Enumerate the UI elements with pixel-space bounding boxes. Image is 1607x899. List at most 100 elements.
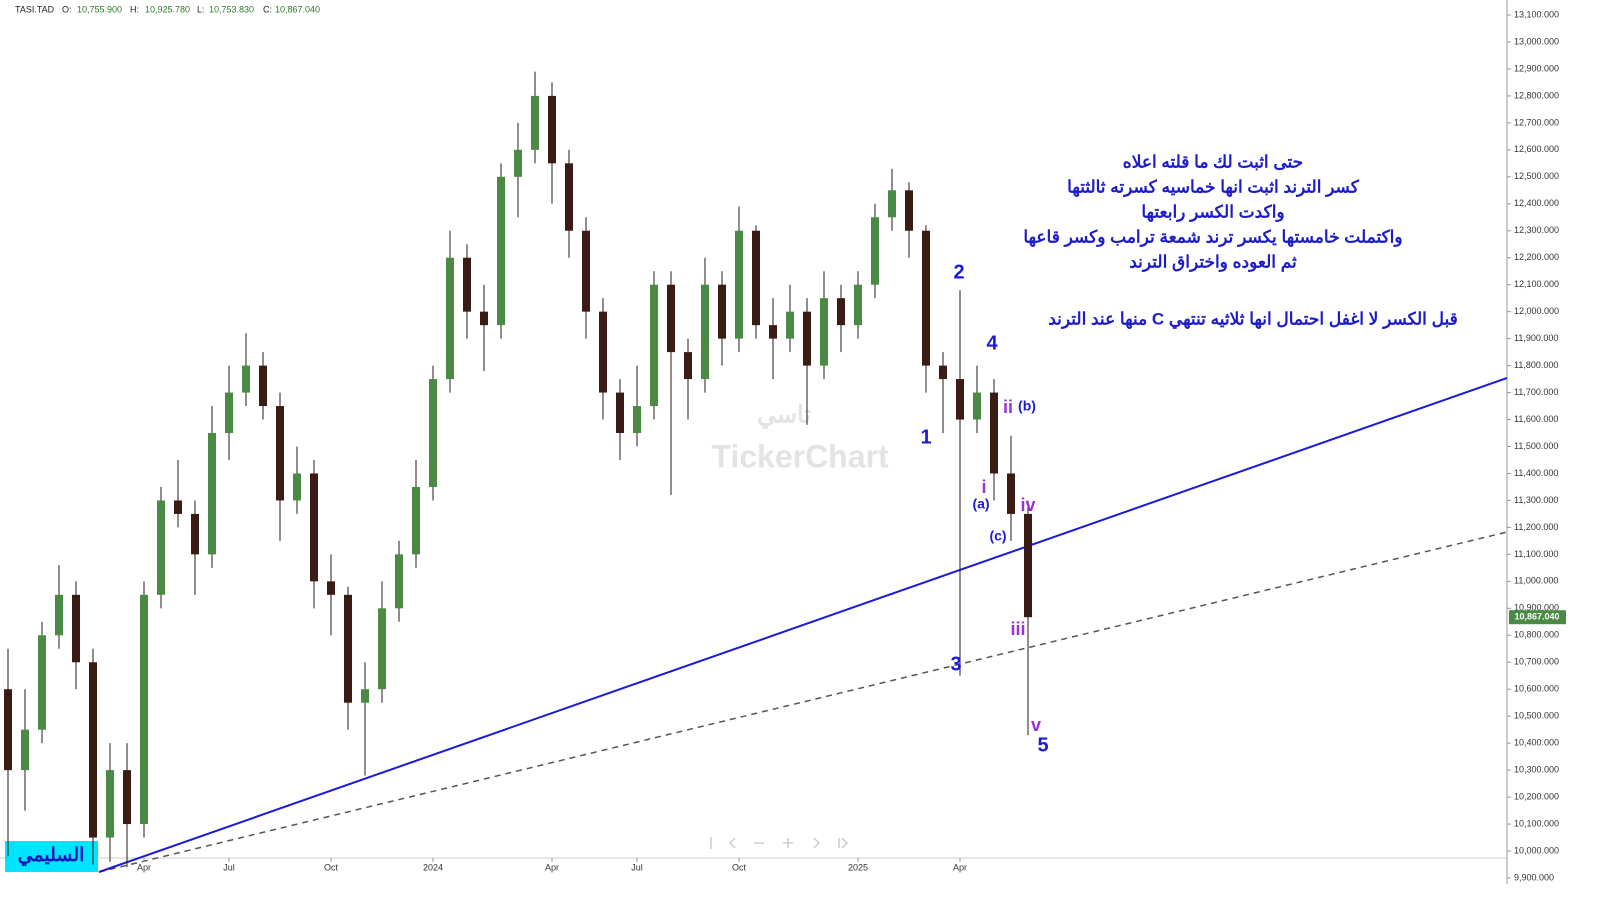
watermark: تاسي [757,401,811,429]
wave-label: 2 [953,261,964,283]
x-tick-label: Oct [324,862,339,872]
y-tick-label: 11,200.000 [1514,522,1558,532]
candle-body [276,406,284,501]
candle-body [4,689,12,771]
candle-body [412,486,420,555]
toolbar[interactable] [710,837,849,849]
y-tick-label: 10,000.000 [1514,845,1559,855]
wave-label: i [981,477,986,497]
y-tick-label: 10,100.000 [1514,818,1559,828]
watermark: TickerChart [711,438,889,474]
candle-body [956,379,964,420]
candle-body [531,95,539,150]
candle-body [565,163,573,231]
wave-label: 5 [1037,734,1048,756]
y-tick-label: 12,100.000 [1514,279,1559,289]
candle-body [429,379,437,487]
candle-body [582,230,590,312]
y-tick-label: 10,300.000 [1514,765,1559,775]
candle-body [344,594,352,703]
x-tick-label: Apr [953,862,967,872]
wave-label: iii [1010,619,1025,639]
candle-body [38,635,46,730]
y-tick-label: 11,800.000 [1514,360,1558,370]
wave-label: iv [1020,495,1035,515]
wave-label: 4 [986,332,998,354]
author: السليمي [18,845,85,867]
y-tick-label: 13,000.000 [1514,36,1559,46]
candle-body [718,284,726,339]
y-tick-label: 10,400.000 [1514,738,1559,748]
candle-body [1024,513,1032,618]
candle-body [990,392,998,474]
wave-label: (a) [972,496,989,512]
x-tick-label: 2024 [423,862,443,872]
candle-body [922,230,930,366]
candle-body [293,473,301,501]
candle-body [361,689,369,703]
annotation: حتى اثبت لك ما قلته اعلاه [1123,152,1303,171]
candle-body [497,176,505,326]
wave-label: v [1031,715,1041,735]
last-price-label: 10,867.040 [1514,612,1559,622]
zoom-in[interactable] [783,838,793,848]
scroll-left[interactable] [728,837,736,849]
candle-body [208,433,216,555]
candle-body [1007,473,1015,514]
annotation: واكتملت خامستها يكسر ترند شمعة ترامب وكس… [1023,227,1402,247]
ohlc-value: 10,925.780 [145,4,190,14]
trendline [98,377,1508,873]
x-tick-label: Apr [137,862,151,872]
symbol: TASI.TAD [15,4,55,14]
candle-body [514,149,522,177]
candle-body [480,311,488,326]
candle-body [174,500,182,514]
author-box [5,841,98,872]
candle-body [667,284,675,353]
candle-body [684,352,692,380]
candle-body [854,284,862,326]
x-tick-label: Oct [732,862,747,872]
ohlc-label: O: [62,4,72,14]
wave-label: ii [1003,397,1013,417]
y-tick-label: 11,900.000 [1514,333,1558,343]
annotation: قبل الكسر لا اغفل احتمال انها ثلاثيه تنت… [1048,309,1458,329]
y-tick-label: 10,700.000 [1514,657,1559,667]
x-tick-label: Apr [545,862,559,872]
wave-label: 1 [920,426,931,448]
annotation: ثم العوده واختراق الترند [1129,252,1297,272]
candle-body [72,594,80,663]
y-tick-label: 10,900.000 [1514,603,1559,613]
scroll-right[interactable] [813,837,821,849]
y-tick-label: 11,100.000 [1514,549,1558,559]
y-tick-label: 9,900.000 [1514,872,1554,882]
candle-body [803,311,811,366]
candle-body [616,392,624,434]
candle-body [157,500,165,595]
y-tick-label: 12,600.000 [1514,144,1559,154]
candle-body [327,581,335,595]
y-tick-label: 10,800.000 [1514,630,1559,640]
ohlc-value: 10,867.040 [275,4,320,14]
candle-body [888,190,896,218]
y-tick-label: 11,700.000 [1514,387,1558,397]
y-tick-label: 10,200.000 [1514,791,1559,801]
wave-label: 3 [950,653,961,675]
candle-body [735,230,743,339]
candle-body [242,365,250,393]
candle-body [871,217,879,285]
candle-body [769,325,777,339]
y-tick-label: 11,300.000 [1514,495,1558,505]
candle-body [548,95,556,164]
candle-body [378,608,386,690]
last-price-tag [1509,610,1566,625]
y-tick-label: 11,600.000 [1514,414,1558,424]
scroll-end[interactable] [838,837,849,849]
candle-body [395,554,403,609]
candle-body [21,729,29,771]
x-tick-label: Jul [631,862,643,872]
y-tick-label: 11,500.000 [1514,441,1558,451]
y-tick-label: 12,300.000 [1514,225,1559,235]
candle-body [123,770,131,825]
